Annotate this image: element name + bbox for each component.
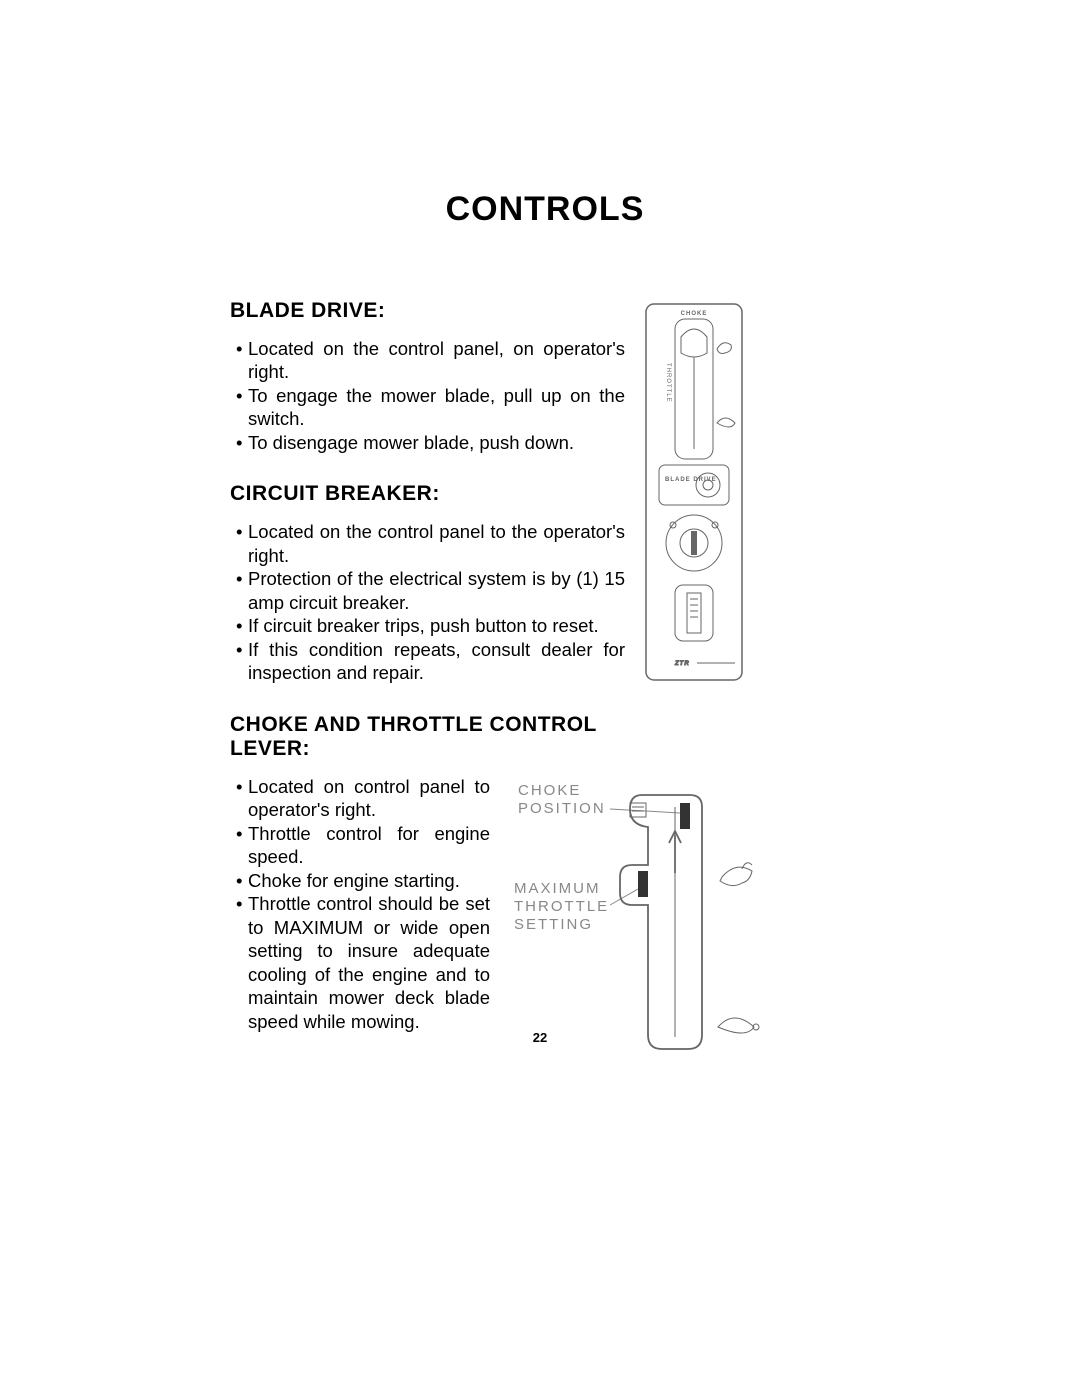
- upper-content-row: BLADE DRIVE: Located on the control pane…: [230, 299, 860, 775]
- panel-label-blade: BLADE DRIVE: [665, 477, 717, 483]
- list-item: If circuit breaker trips, push button to…: [248, 614, 625, 637]
- lower-content-row: Located on control panel to operator's r…: [230, 775, 860, 1062]
- throttle-label-max1: MAXIMUM: [514, 880, 601, 897]
- throttle-label-max2: THROTTLE: [514, 898, 609, 915]
- list-item: To engage the mower blade, pull up on th…: [248, 384, 625, 431]
- list-item: Throttle control for engine speed.: [248, 822, 490, 869]
- list-item: Located on the control panel to the oper…: [248, 520, 625, 567]
- heading-blade-drive: BLADE DRIVE:: [230, 299, 625, 323]
- list-item: Choke for engine starting.: [248, 869, 490, 892]
- manual-page: CONTROLS BLADE DRIVE: Located on the con…: [0, 0, 1080, 1397]
- page-title: CONTROLS: [230, 190, 860, 229]
- list-item: Throttle control should be set to MAXIMU…: [248, 892, 490, 1033]
- list-blade-drive: Located on the control panel, on operato…: [230, 337, 625, 454]
- panel-label-throttle: THROTTLE: [665, 363, 671, 403]
- panel-label-brand: ZTR: [674, 661, 690, 667]
- text-column: BLADE DRIVE: Located on the control pane…: [230, 299, 625, 775]
- heading-circuit-breaker: CIRCUIT BREAKER:: [230, 482, 625, 506]
- list-item: Located on the control panel, on operato…: [248, 337, 625, 384]
- control-panel-diagram: CHOKE THROTTLE BLADE DRIVE: [645, 303, 745, 775]
- control-panel-svg: CHOKE THROTTLE BLADE DRIVE: [645, 303, 743, 681]
- throttle-label-max3: SETTING: [514, 916, 593, 933]
- page-number: 22: [0, 1030, 1080, 1045]
- section-blade-drive: BLADE DRIVE: Located on the control pane…: [230, 299, 625, 454]
- throttle-label-choke2: POSITION: [518, 800, 606, 817]
- list-circuit-breaker: Located on the control panel to the oper…: [230, 520, 625, 684]
- section-choke-throttle: CHOKE AND THROTTLE CONTROL LEVER:: [230, 713, 625, 761]
- list-item: If this condition repeats, consult deale…: [248, 638, 625, 685]
- throttle-diagram: CHOKE POSITION MAXIMUM THROTTLE SETTING: [512, 775, 764, 1062]
- list-choke-throttle: Located on control panel to operator's r…: [230, 775, 490, 1033]
- panel-label-choke: CHOKE: [681, 311, 708, 317]
- throttle-svg: CHOKE POSITION MAXIMUM THROTTLE SETTING: [512, 777, 764, 1057]
- section-circuit-breaker: CIRCUIT BREAKER: Located on the control …: [230, 482, 625, 684]
- throttle-label-choke1: CHOKE: [518, 782, 581, 799]
- list-item: Protection of the electrical system is b…: [248, 567, 625, 614]
- heading-choke-throttle: CHOKE AND THROTTLE CONTROL LEVER:: [230, 713, 625, 761]
- choke-throttle-text: Located on control panel to operator's r…: [230, 775, 490, 1033]
- list-item: To disengage mower blade, push down.: [248, 431, 625, 454]
- list-item: Located on control panel to operator's r…: [248, 775, 490, 822]
